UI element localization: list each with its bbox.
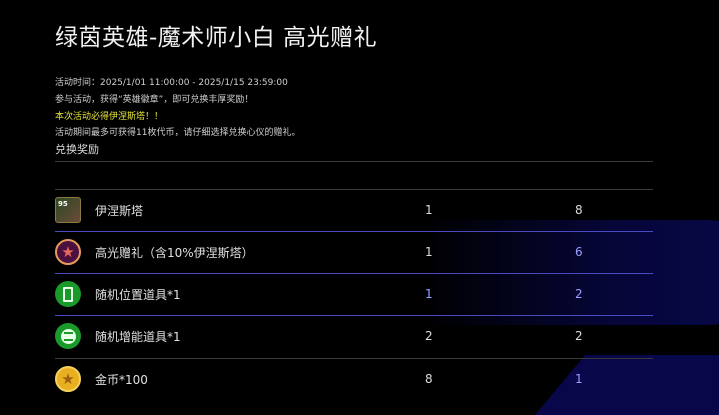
table-row[interactable]: 随机位置道具*1 1 2 [55, 273, 653, 315]
divider [55, 315, 653, 316]
event-highlight: 本次活动必得伊涅斯塔！！ [55, 112, 164, 122]
table-row[interactable]: ★ 金币*100 8 1 [55, 358, 653, 400]
reward-name: 高光赠礼（含10%伊涅斯塔） [95, 245, 254, 260]
divider [55, 273, 653, 274]
table-row[interactable]: ★ 高光赠礼（含10%伊涅斯塔） 1 6 [55, 231, 653, 273]
reward-value-2: 6 [575, 245, 583, 259]
divider [55, 231, 653, 232]
reward-value-2: 2 [575, 329, 583, 343]
table-row[interactable]: 95 伊涅斯塔 1 8 [55, 189, 653, 231]
reward-value-2: 1 [575, 372, 583, 386]
page-title: 绿茵英雄-魔术师小白 高光赠礼 [55, 25, 378, 51]
event-description: 参与活动，获得“英雄徽章”，即可兑换丰厚奖励！ [55, 95, 254, 105]
event-note: 活动期间最多可获得11枚代币，请仔细选择兑换心仪的赠礼。 [55, 128, 301, 138]
player-card-icon: 95 [55, 197, 81, 223]
divider [55, 161, 653, 162]
reward-value-2: 8 [575, 203, 583, 217]
reward-value-1: 1 [425, 203, 433, 217]
gold-coin-icon: ★ [55, 366, 81, 392]
divider [55, 189, 653, 190]
reward-value-1: 1 [425, 287, 433, 301]
reward-value-2: 2 [575, 287, 583, 301]
card-rating: 95 [58, 200, 68, 208]
event-time: 活动时间：2025/1/01 11:00:00 - 2025/1/15 23:5… [55, 78, 288, 88]
reward-value-1: 8 [425, 372, 433, 386]
table-row[interactable]: 随机增能道具*1 2 2 [55, 315, 653, 357]
reward-value-1: 1 [425, 245, 433, 259]
section-title: 兑换奖励 [55, 143, 99, 156]
star-badge-icon: ★ [55, 239, 81, 265]
pitch-icon [55, 281, 81, 307]
reward-name: 随机增能道具*1 [95, 329, 181, 344]
reward-name: 金币*100 [95, 372, 148, 387]
reward-value-1: 2 [425, 329, 433, 343]
reward-name: 伊涅斯塔 [95, 203, 144, 218]
boost-icon [55, 323, 81, 349]
background-shape [420, 220, 719, 325]
divider [55, 358, 653, 359]
reward-name: 随机位置道具*1 [95, 287, 181, 302]
